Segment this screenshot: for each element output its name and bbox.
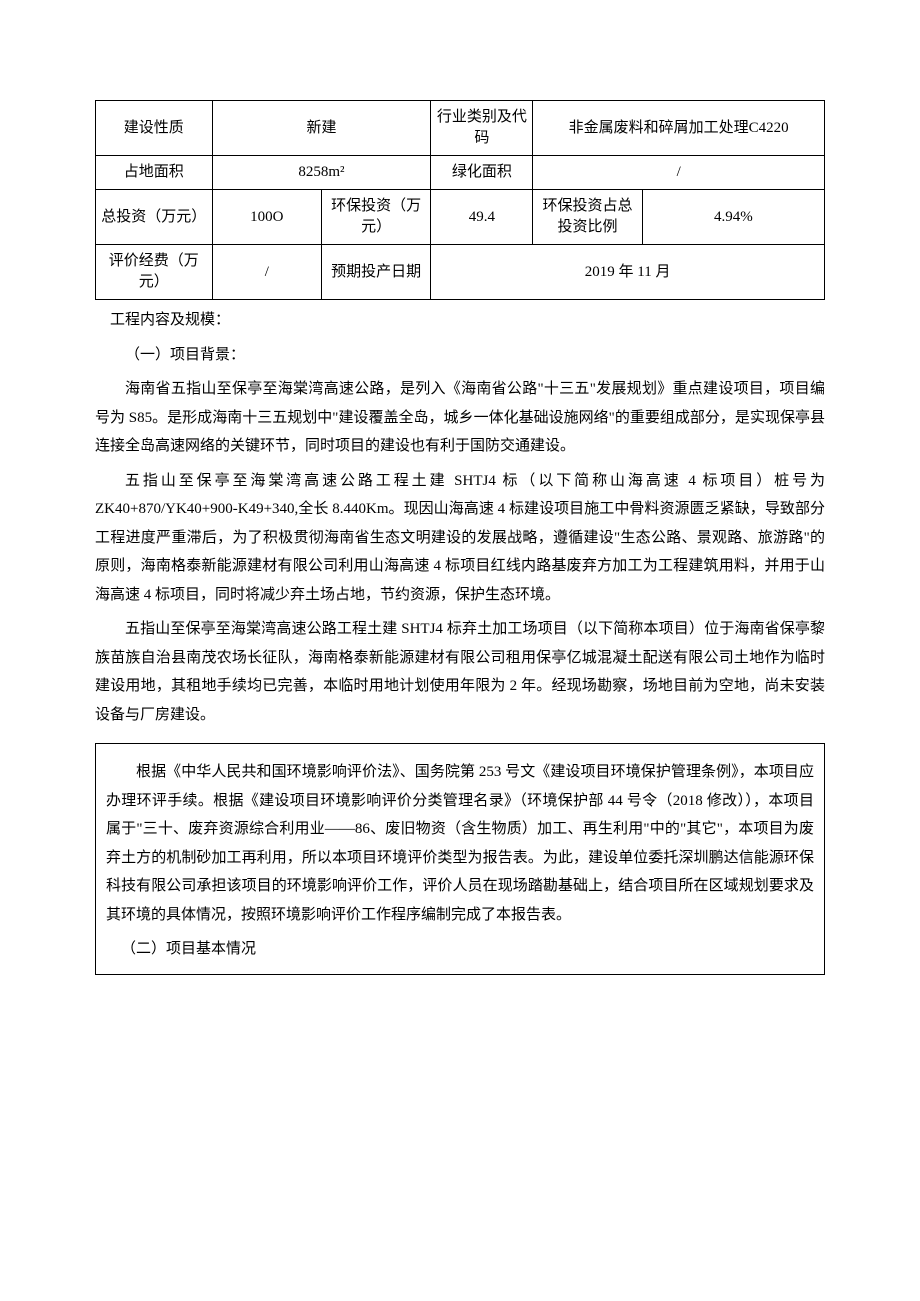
cell-green-label: 绿化面积 xyxy=(431,156,533,190)
paragraph-2: 五指山至保亭至海棠湾高速公路工程土建 SHTJ4 标（以下简称山海高速 4 标项… xyxy=(95,467,825,610)
project-info-table: 建设性质 新建 行业类别及代码 非金属废料和碎屑加工处理C4220 占地面积 8… xyxy=(95,100,825,300)
cell-area-value: 8258m² xyxy=(212,156,431,190)
cell-envinv-value: 49.4 xyxy=(431,190,533,245)
boxed-section: 根据《中华人民共和国环境影响评价法》、国务院第 253 号文《建设项目环境保护管… xyxy=(95,743,825,975)
cell-evalcost-value: / xyxy=(212,245,321,300)
cell-industry-value: 非金属废料和碎屑加工处理C4220 xyxy=(533,101,825,156)
cell-envinv-label: 环保投资（万元） xyxy=(321,190,430,245)
cell-nature-value: 新建 xyxy=(212,101,431,156)
paragraph-4: 根据《中华人民共和国环境影响评价法》、国务院第 253 号文《建设项目环境保护管… xyxy=(106,758,814,929)
cell-nature-label: 建设性质 xyxy=(96,101,213,156)
cell-proddate-label: 预期投产日期 xyxy=(321,245,430,300)
section-scope-heading: 工程内容及规模： xyxy=(95,306,825,335)
paragraph-3: 五指山至保亭至海棠湾高速公路工程土建 SHTJ4 标弃土加工场项目（以下简称本项… xyxy=(95,615,825,729)
cell-evalcost-label: 评价经费（万元） xyxy=(96,245,213,300)
cell-industry-label: 行业类别及代码 xyxy=(431,101,533,156)
cell-proddate-value: 2019 年 11 月 xyxy=(431,245,825,300)
cell-totalinv-value: 100O xyxy=(212,190,321,245)
paragraph-1: 海南省五指山至保亭至海棠湾高速公路，是列入《海南省公路"十三五"发展规划》重点建… xyxy=(95,375,825,461)
subsection-basic-heading: （二）项目基本情况 xyxy=(106,935,814,964)
cell-envratio-label: 环保投资占总投资比例 xyxy=(533,190,642,245)
cell-totalinv-label: 总投资（万元） xyxy=(96,190,213,245)
cell-area-label: 占地面积 xyxy=(96,156,213,190)
cell-green-value: / xyxy=(533,156,825,190)
subsection-background-heading: （一）项目背景： xyxy=(95,341,825,370)
cell-envratio-value: 4.94% xyxy=(642,190,824,245)
